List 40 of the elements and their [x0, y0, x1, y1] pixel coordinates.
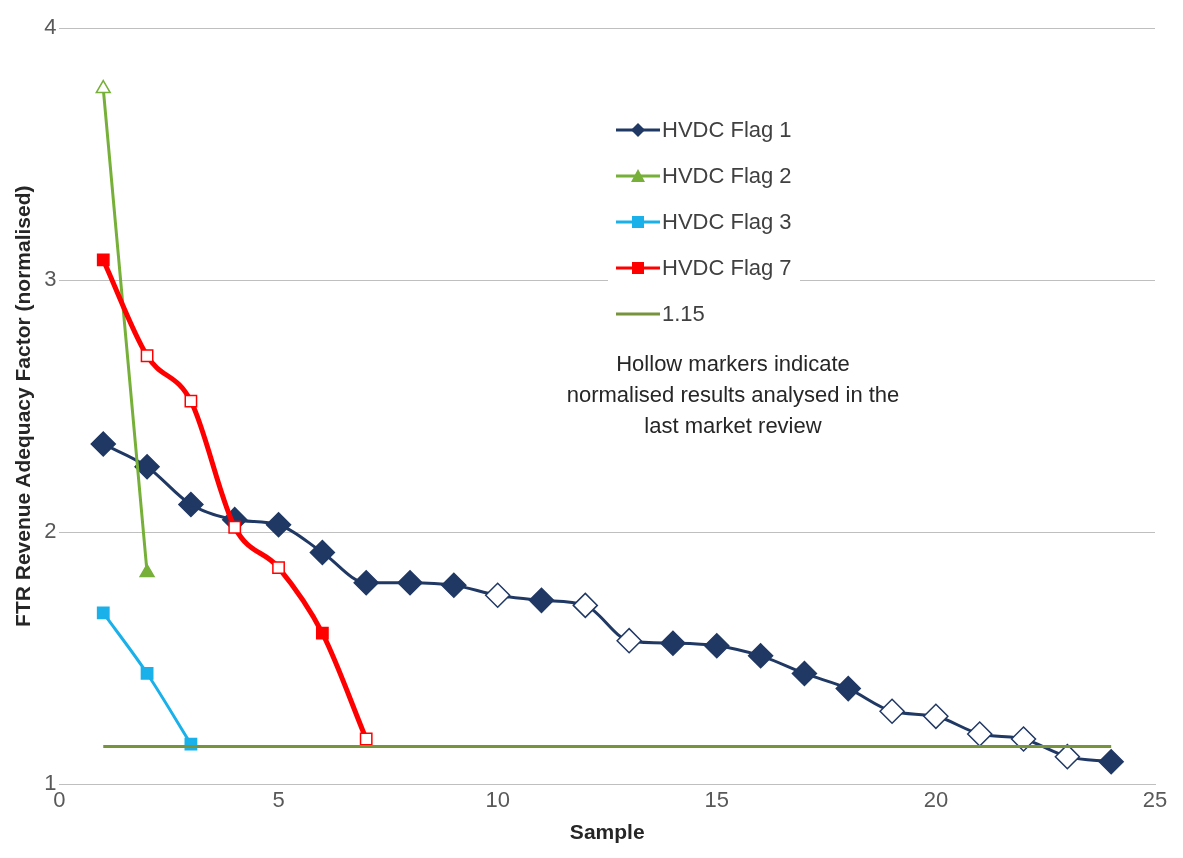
point [184, 394, 198, 408]
x-tick-label: 20 [923, 786, 949, 812]
legend-label: 1.15 [662, 301, 705, 327]
point [441, 572, 467, 598]
point [353, 569, 379, 596]
point [660, 630, 686, 656]
x-tick-label: 15 [704, 786, 730, 812]
y-tick-label: 4 [44, 14, 57, 40]
point [272, 561, 285, 574]
x-tick-label: 25 [1142, 786, 1168, 812]
point [791, 660, 818, 687]
legend-label: HVDC Flag 1 [662, 117, 792, 143]
legend-label: HVDC Flag 7 [662, 255, 792, 281]
point [140, 667, 154, 680]
point [96, 606, 110, 620]
point [1098, 748, 1124, 775]
point [228, 520, 242, 534]
point [528, 587, 555, 614]
point [315, 626, 329, 640]
annotation: Hollow markers indicate normalised results analysed in the last market review [563, 348, 903, 441]
point [265, 511, 292, 538]
x-tick-label: 5 [272, 786, 285, 812]
y-tick-label: 3 [44, 266, 57, 292]
point [359, 732, 373, 746]
point [178, 491, 204, 518]
point [704, 632, 730, 659]
y-axis-title: FTR Revenue Adequacy Factor (normalised) [11, 185, 35, 627]
point [397, 569, 423, 596]
point [747, 643, 774, 669]
point [134, 453, 160, 480]
point [309, 539, 336, 566]
y-tick-label: 2 [44, 518, 57, 544]
point [90, 431, 117, 457]
point [140, 349, 154, 363]
legend-label: HVDC Flag 3 [662, 209, 792, 235]
x-tick-label: 10 [485, 786, 510, 812]
legend-label: HVDC Flag 2 [662, 163, 792, 189]
point [835, 675, 861, 702]
point [96, 253, 110, 267]
x-axis-title: Sample [569, 820, 645, 844]
